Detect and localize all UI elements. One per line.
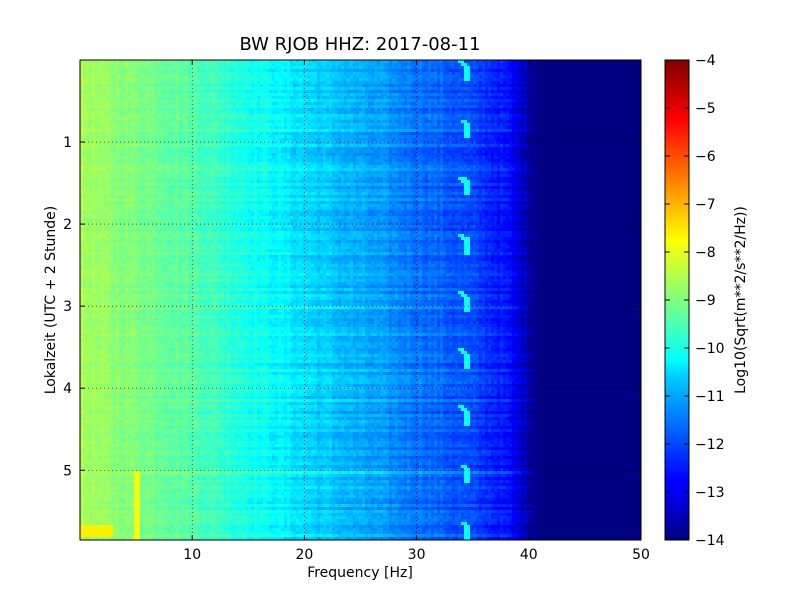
chart-title: BW RJOB HHZ: 2017-08-11 bbox=[239, 34, 480, 55]
spectrogram-heatmap bbox=[80, 60, 642, 541]
